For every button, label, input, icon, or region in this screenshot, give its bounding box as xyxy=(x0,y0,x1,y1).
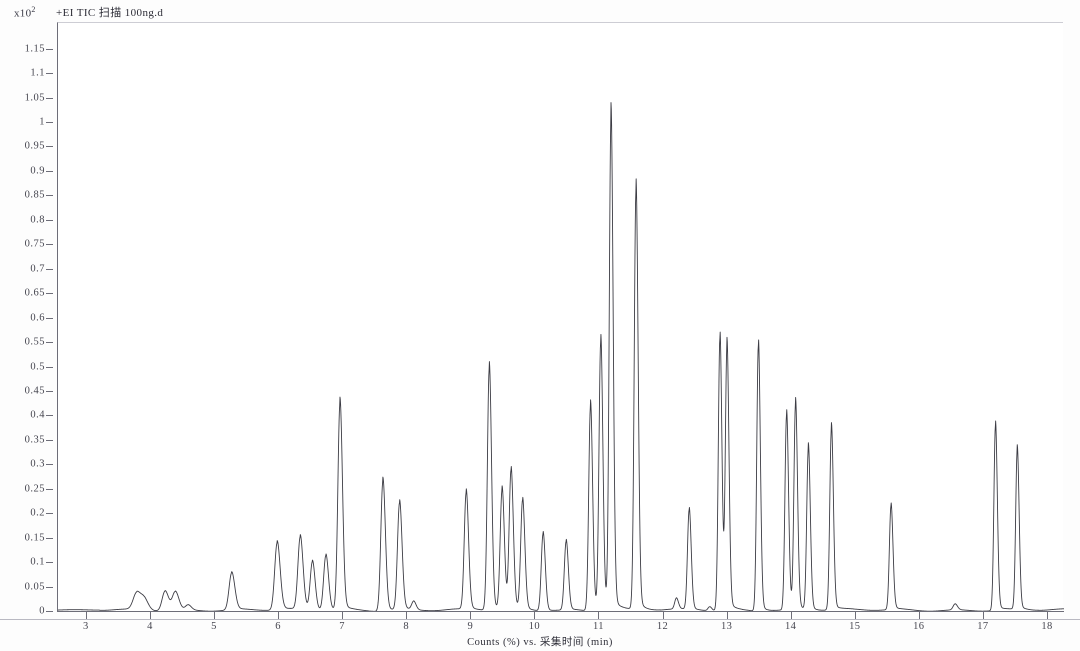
y-tick-mark xyxy=(46,219,53,221)
y-tick-label: 0.15 xyxy=(24,532,45,544)
y-tick-label: 1.15 xyxy=(24,43,45,55)
y-tick-label: 0.85 xyxy=(24,189,45,201)
y-tick-mark xyxy=(46,611,53,612)
x-tick-label: 6 xyxy=(275,621,281,632)
x-tick-mark xyxy=(278,612,280,619)
x-tick-mark xyxy=(85,612,87,619)
y-tick-mark xyxy=(46,97,53,99)
y-tick-mark xyxy=(46,122,53,123)
y-tick-label: 0.25 xyxy=(24,483,45,495)
y-tick-mark xyxy=(46,73,53,75)
x-tick-mark xyxy=(534,612,536,619)
x-tick-label: 3 xyxy=(83,621,89,632)
x-tick-mark xyxy=(854,612,856,619)
x-tick-label: 7 xyxy=(339,621,345,632)
y-tick-label: 0.2 xyxy=(30,507,45,519)
y-tick-mark xyxy=(46,342,53,344)
y-tick-mark xyxy=(46,170,53,172)
y-axis: 1.15 1.1 1.05 1 0.95 0.9 0.85 0.8 0.75 0.7 0.65 0.6… xyxy=(0,0,58,651)
chart-header: x102 +EI TIC 扫描 100ng.d xyxy=(0,0,1080,24)
x-tick-label: 4 xyxy=(147,621,153,632)
scale-prefix: x10 xyxy=(14,7,32,20)
y-tick-mark xyxy=(46,562,53,564)
y-tick-mark xyxy=(46,464,53,466)
x-tick-label: 5 xyxy=(211,621,217,632)
x-tick-label: 8 xyxy=(403,621,410,632)
y-tick-label: 0.6 xyxy=(30,312,45,324)
x-tick-mark xyxy=(598,612,600,619)
y-tick-mark xyxy=(46,146,53,148)
y-tick-label: 0.05 xyxy=(24,581,45,593)
x-tick-label: 11 xyxy=(592,621,604,632)
x-tick-label: 16 xyxy=(913,621,925,632)
x-tick-mark xyxy=(149,612,151,619)
y-tick-label: 0.7 xyxy=(30,263,45,275)
x-tick-mark xyxy=(918,612,920,619)
y-tick-label: 1.05 xyxy=(24,92,45,104)
y-tick-label: 0.3 xyxy=(30,458,45,470)
x-tick-mark xyxy=(213,612,215,619)
y-tick-mark xyxy=(46,268,53,270)
chromatogram-trace xyxy=(58,23,1064,613)
y-tick-label: 0.8 xyxy=(30,214,45,226)
y-tick-mark xyxy=(46,390,53,392)
y-tick-label: 0.95 xyxy=(24,140,45,152)
y-tick-mark xyxy=(46,244,53,246)
x-tick-label: 13 xyxy=(720,621,733,632)
plot-area xyxy=(57,22,1063,612)
y-tick-mark xyxy=(46,513,53,515)
y-tick-label: 0.9 xyxy=(30,165,45,177)
y-tick-label: 0 xyxy=(39,605,45,617)
x-tick-label: 14 xyxy=(785,621,797,632)
scale-exponent: 2 xyxy=(31,5,36,14)
y-tick-label: 0.1 xyxy=(30,556,45,568)
axis-underline xyxy=(0,619,1080,620)
x-tick-label: 9 xyxy=(467,621,474,632)
y-tick-label: 0.5 xyxy=(30,361,45,372)
x-tick-mark xyxy=(342,612,344,619)
x-axis-line xyxy=(57,611,1064,612)
y-tick-label: 0.45 xyxy=(24,385,45,397)
x-axis-title: Counts (%) vs. 采集时间 (min) xyxy=(467,637,613,648)
y-tick-label: 0.55 xyxy=(24,336,45,348)
y-tick-mark xyxy=(46,366,53,368)
y-tick-mark xyxy=(46,48,53,50)
x-tick-mark xyxy=(662,612,664,619)
x-tick-label: 10 xyxy=(528,621,541,632)
tic-trace-line xyxy=(58,103,1064,612)
x-tick-label: 18 xyxy=(1041,621,1053,632)
y-tick-mark xyxy=(46,293,53,295)
y-axis-scale-label: x102 xyxy=(14,5,36,20)
x-tick-mark xyxy=(726,612,728,619)
y-tick-mark xyxy=(46,415,53,417)
y-tick-mark xyxy=(46,488,53,490)
y-tick-label: 0.4 xyxy=(30,409,45,421)
y-tick-label: 1.1 xyxy=(30,67,45,79)
y-tick-label: 1 xyxy=(39,116,45,128)
y-tick-label: 0.35 xyxy=(24,434,45,446)
x-tick-label: 17 xyxy=(977,621,989,632)
y-tick-mark xyxy=(46,439,53,441)
x-tick-mark xyxy=(1046,612,1048,619)
y-tick-label: 0.65 xyxy=(24,287,45,299)
x-tick-mark xyxy=(982,612,984,619)
y-tick-label: 0.75 xyxy=(24,238,45,250)
y-tick-mark xyxy=(46,195,53,197)
y-tick-mark xyxy=(46,586,53,588)
y-tick-mark xyxy=(46,537,53,539)
y-tick-mark xyxy=(46,317,53,319)
x-tick-mark xyxy=(406,612,408,619)
x-tick-mark xyxy=(470,612,472,619)
x-tick-mark xyxy=(790,612,792,619)
x-tick-label: 15 xyxy=(849,621,861,632)
trace-title: +EI TIC 扫描 100ng.d xyxy=(56,7,164,19)
x-tick-label: 12 xyxy=(656,621,669,632)
